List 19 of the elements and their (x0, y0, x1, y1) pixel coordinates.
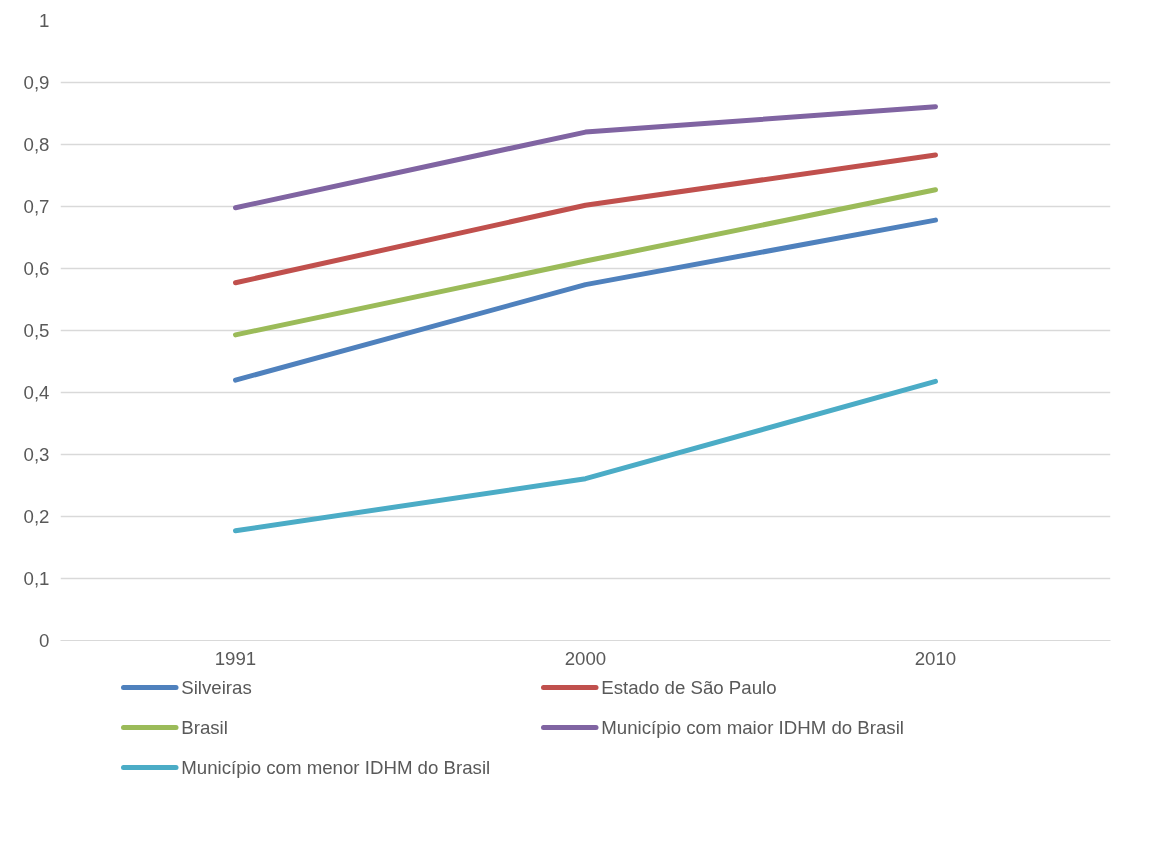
x-tick-label: 2000 (564, 647, 607, 669)
y-tick-label: 0,4 (23, 382, 50, 403)
legend-label: Silveiras (181, 677, 252, 698)
y-tick-label: 0,9 (23, 72, 50, 93)
y-tick-label: 1 (39, 10, 50, 31)
legend-label: Município com menor IDHM do Brasil (181, 757, 491, 778)
y-tick-label: 0,1 (23, 568, 50, 589)
y-tick-label: 0,2 (23, 506, 50, 527)
y-tick-label: 0 (39, 630, 50, 651)
y-tick-label: 0,7 (23, 196, 50, 217)
x-tick-label: 2010 (914, 647, 957, 669)
y-tick-label: 0,6 (23, 258, 50, 279)
y-tick-label: 0,8 (23, 134, 50, 155)
legend-label: Estado de São Paulo (601, 677, 777, 698)
x-tick-label: 1991 (214, 647, 257, 669)
legend-label: Brasil (181, 717, 228, 738)
y-tick-label: 0,3 (23, 444, 50, 465)
legend-label: Município com maior IDHM do Brasil (601, 717, 904, 738)
y-tick-label: 0,5 (23, 320, 50, 341)
